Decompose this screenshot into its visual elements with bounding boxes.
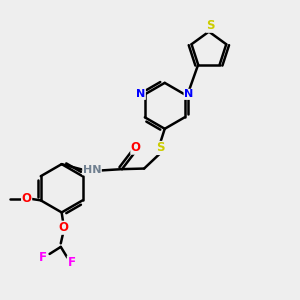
Text: N: N	[136, 89, 145, 99]
Text: S: S	[206, 19, 214, 32]
Text: S: S	[156, 141, 165, 154]
Text: F: F	[68, 256, 75, 269]
Text: HN: HN	[83, 165, 101, 175]
Text: O: O	[131, 141, 141, 154]
Text: F: F	[39, 251, 47, 264]
Text: O: O	[58, 221, 68, 234]
Text: N: N	[184, 89, 194, 99]
Text: O: O	[22, 192, 32, 206]
